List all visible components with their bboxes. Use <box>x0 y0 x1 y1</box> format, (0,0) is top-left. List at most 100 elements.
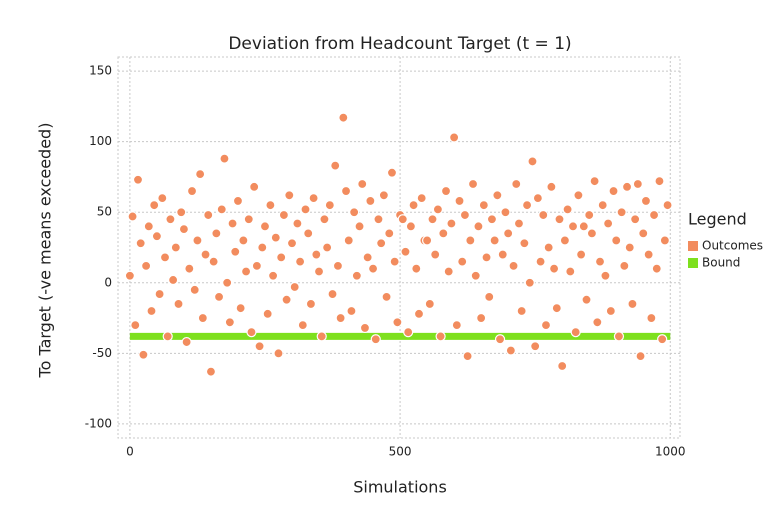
data-point <box>362 252 373 263</box>
data-point <box>543 242 554 253</box>
data-point <box>530 341 541 352</box>
data-point <box>178 224 190 235</box>
data-point <box>562 204 573 215</box>
data-point <box>132 174 144 185</box>
data-point <box>470 270 481 281</box>
data-point <box>359 322 371 334</box>
data-point <box>135 238 146 249</box>
data-point <box>367 263 379 274</box>
data-point <box>532 193 543 204</box>
data-point <box>440 185 452 197</box>
data-point <box>492 190 503 201</box>
x-tick-label: 500 <box>389 445 412 459</box>
data-point <box>184 263 195 274</box>
data-point <box>527 156 538 167</box>
data-point <box>489 235 500 246</box>
data-point <box>357 178 368 190</box>
data-point <box>346 305 357 317</box>
data-point <box>654 176 665 187</box>
data-point <box>216 204 227 215</box>
data-point <box>592 317 603 328</box>
data-point <box>168 274 179 286</box>
data-point <box>413 308 425 319</box>
data-point <box>581 294 592 305</box>
data-point <box>235 303 246 314</box>
data-point <box>435 331 446 342</box>
data-point <box>157 193 168 204</box>
data-point <box>621 181 633 192</box>
data-point <box>400 246 411 257</box>
data-point <box>640 195 652 207</box>
data-point <box>594 256 606 267</box>
data-point <box>259 221 271 232</box>
legend-label: Outcomes <box>702 239 763 253</box>
data-point <box>586 228 598 239</box>
data-point <box>335 312 346 324</box>
y-tick-label: -50 <box>92 346 112 360</box>
data-point <box>443 266 454 277</box>
data-point <box>324 200 335 211</box>
data-point <box>657 334 668 345</box>
data-point <box>249 181 260 192</box>
data-point <box>432 204 444 215</box>
data-point <box>330 160 341 171</box>
data-point <box>227 218 238 229</box>
data-point <box>438 228 449 239</box>
data-point <box>219 153 230 164</box>
data-point <box>573 190 584 201</box>
data-point <box>265 200 276 211</box>
data-point <box>319 214 330 225</box>
data-point <box>154 288 165 300</box>
data-point <box>151 231 163 242</box>
data-point <box>497 249 508 260</box>
data-point <box>624 242 635 253</box>
data-point <box>257 242 268 253</box>
data-point <box>238 235 249 246</box>
data-point <box>554 214 565 225</box>
data-point <box>186 185 198 197</box>
data-point <box>373 214 384 225</box>
data-point <box>284 190 295 201</box>
data-point <box>540 320 552 331</box>
data-point <box>143 221 154 232</box>
data-point <box>613 331 625 342</box>
data-point <box>584 209 595 221</box>
data-point <box>251 260 262 271</box>
legend-swatch <box>688 258 698 268</box>
data-point <box>232 195 244 207</box>
x-tick-label: 1000 <box>655 445 686 459</box>
data-point <box>338 112 349 123</box>
data-point <box>130 320 141 331</box>
data-point <box>200 249 211 260</box>
y-tick-label: 100 <box>89 134 112 148</box>
data-point <box>332 260 344 271</box>
data-point <box>173 298 184 310</box>
legend-swatch <box>688 241 698 251</box>
data-point <box>651 263 662 274</box>
data-point <box>427 214 438 225</box>
data-point <box>646 312 657 324</box>
data-point <box>343 235 354 246</box>
data-point <box>630 214 641 225</box>
data-point <box>397 214 408 225</box>
data-point <box>327 288 338 300</box>
y-tick-label: 50 <box>97 205 112 219</box>
data-point <box>246 327 257 338</box>
data-point <box>354 221 365 232</box>
data-point <box>176 207 187 218</box>
data-point <box>467 178 479 190</box>
data-point <box>494 334 506 345</box>
data-point <box>551 303 562 314</box>
data-point <box>292 218 303 229</box>
data-point <box>603 218 614 229</box>
data-point <box>262 308 273 319</box>
data-point <box>389 256 400 267</box>
data-point <box>481 252 492 263</box>
y-tick-label: 0 <box>104 275 112 289</box>
data-point <box>270 232 281 243</box>
data-point <box>195 169 206 180</box>
data-point <box>213 291 225 302</box>
data-point <box>465 235 476 246</box>
data-point <box>627 298 638 310</box>
